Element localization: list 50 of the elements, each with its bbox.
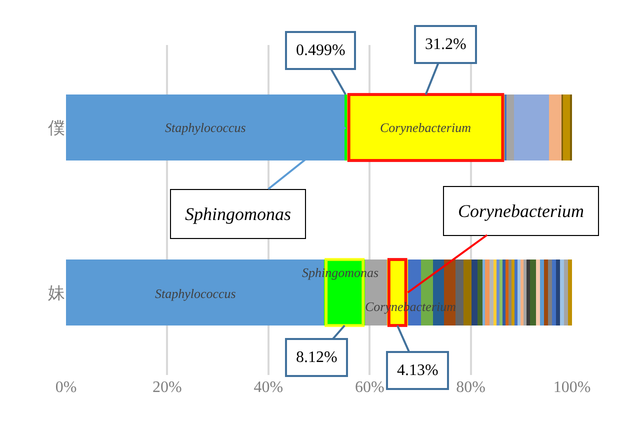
y-tick-label: 僕: [48, 118, 65, 138]
data-label: 8.12%: [296, 349, 338, 366]
bar: [485, 260, 490, 326]
annotation: Staphylococcus: [165, 120, 246, 135]
annotation: Sphingomonas: [302, 265, 379, 280]
bar: [505, 260, 508, 326]
x-tick-label: 80%: [456, 379, 486, 396]
x-tick-label: 60%: [354, 379, 384, 396]
bar: [560, 260, 564, 326]
data-label: 4.13%: [397, 362, 438, 379]
bar: [502, 260, 506, 326]
data-label: 0.499%: [296, 42, 346, 59]
bar: [508, 260, 512, 326]
x-tick-label: 20%: [152, 379, 182, 396]
bar: [499, 260, 502, 326]
bar: [455, 260, 464, 326]
bar: [556, 260, 560, 326]
bar: [524, 260, 527, 326]
annotation: Staphylococcus: [155, 286, 236, 301]
bar: [489, 260, 494, 326]
bar: [493, 260, 496, 326]
bar: [482, 260, 486, 326]
bar: [512, 260, 515, 326]
bar: [514, 260, 518, 326]
annotation: Corynebacterium: [380, 120, 471, 135]
bar: [478, 260, 483, 326]
bar: [463, 260, 472, 326]
x-tick-label: 0%: [55, 379, 77, 396]
annotation: Sphingomonas: [185, 204, 292, 224]
annotation: Corynebacterium: [458, 201, 584, 221]
bar: [552, 260, 556, 326]
bar: [518, 260, 521, 326]
bar: [540, 260, 544, 326]
bar: [520, 260, 524, 326]
bar: [564, 260, 568, 326]
bar: [496, 260, 500, 326]
data-label: 31.2%: [425, 36, 466, 53]
bar: [472, 260, 478, 326]
bar: [568, 260, 572, 326]
x-tick-label: 100%: [553, 379, 591, 396]
y-tick-label: 妹: [48, 283, 65, 302]
bar: [544, 260, 548, 326]
bar: [344, 94, 347, 160]
x-tick-label: 40%: [254, 379, 284, 396]
bar: [514, 94, 550, 160]
bar: [526, 260, 530, 326]
bar: [548, 260, 552, 326]
annotation: Corynebacterium: [365, 299, 456, 314]
bar: [530, 260, 536, 326]
bar: [536, 260, 540, 326]
